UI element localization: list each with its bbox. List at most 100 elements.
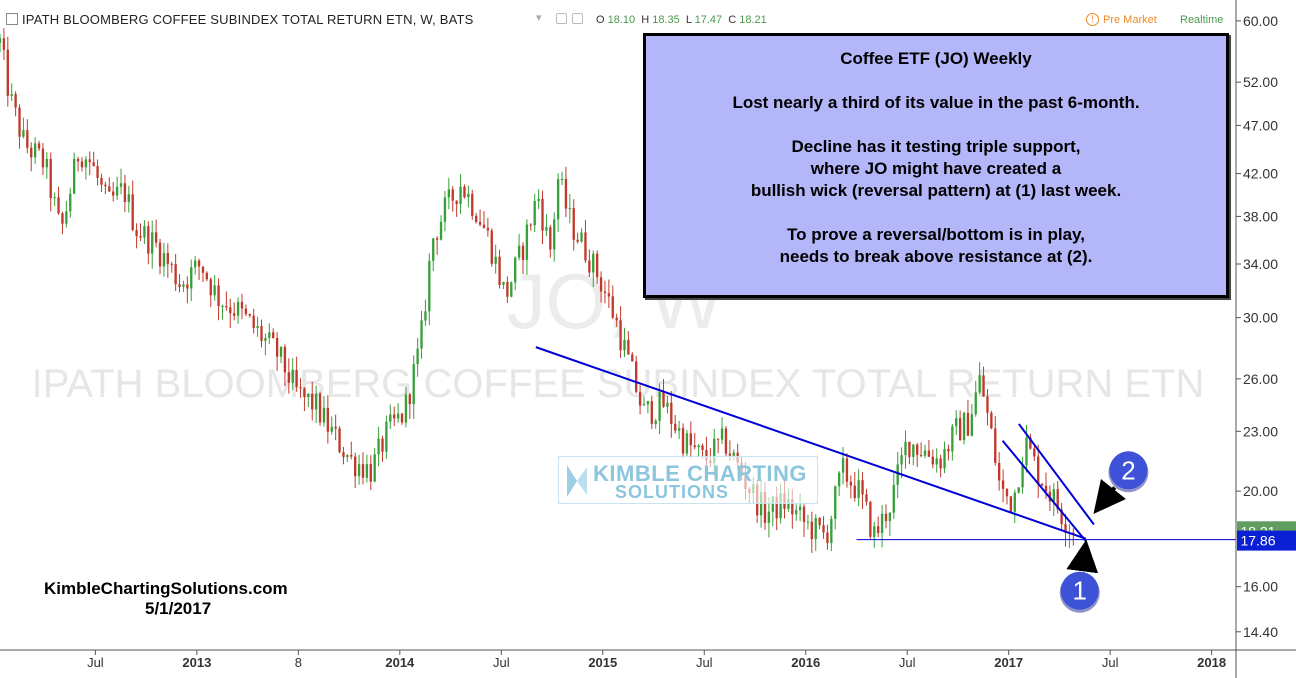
candle-body [57, 197, 60, 214]
candle-body [154, 232, 158, 243]
candle-body [986, 396, 989, 413]
candle-body [365, 463, 369, 478]
candle-body [560, 178, 564, 180]
candle-body [955, 418, 958, 427]
candle-body [958, 418, 962, 441]
candle-body [377, 438, 380, 455]
candle-body [354, 456, 357, 477]
settings-icon[interactable] [572, 13, 583, 24]
candle-body [41, 148, 45, 168]
marker-circle [1060, 571, 1099, 610]
candle-body [677, 428, 681, 431]
candle-body [865, 494, 868, 502]
candle-body [373, 454, 376, 482]
candle-body [474, 215, 478, 222]
marker-circle [1109, 451, 1148, 490]
candle-body [205, 272, 209, 280]
candle-body [982, 375, 985, 397]
trendline-short-upper [1018, 423, 1095, 526]
candle-body [471, 193, 474, 216]
candle-body [197, 260, 201, 267]
candle-body [1052, 489, 1055, 502]
candle-body [221, 305, 224, 307]
candle-body [857, 480, 860, 499]
candle-body [451, 189, 454, 201]
candle-body [49, 158, 52, 199]
candle-body [877, 526, 880, 533]
candle-body [650, 401, 653, 424]
candle-body [607, 293, 611, 297]
candle-body [966, 412, 970, 436]
candle-body [584, 232, 587, 261]
candle-body [892, 484, 895, 513]
candle-body [1044, 485, 1048, 492]
candle-body [396, 413, 400, 419]
time-tick-label: 2017 [994, 655, 1023, 670]
candle-body [112, 191, 115, 196]
candle-body [127, 194, 130, 202]
candle-body [568, 208, 572, 210]
candle-body [549, 227, 552, 250]
candle-body [720, 428, 724, 440]
time-tick-label: Jul [1102, 655, 1119, 670]
candle-body [685, 433, 689, 454]
price-tick-label: 34.00 [1243, 256, 1278, 272]
time-tick-label: Jul [87, 655, 104, 670]
chart-header: IPATH BLOOMBERG COFFEE SUBINDEX TOTAL RE… [0, 0, 1236, 40]
candle-body [970, 414, 974, 436]
candle-body [1037, 456, 1040, 484]
candle-body [428, 260, 431, 312]
candle-body [818, 518, 821, 526]
candle-body [537, 198, 540, 202]
candle-body [143, 226, 146, 238]
candle-body [420, 320, 423, 349]
candle-body [662, 392, 665, 407]
candle-body [853, 485, 856, 499]
candle-body [131, 194, 134, 230]
time-tick-label: 2014 [385, 655, 415, 670]
candle-body [666, 402, 669, 407]
candle-body [1029, 437, 1032, 449]
candle-body [400, 413, 404, 423]
candle-body [459, 186, 462, 205]
candle-body [771, 496, 774, 512]
candle-body [385, 421, 388, 452]
candle-body [26, 130, 29, 148]
candle-body [96, 166, 99, 178]
symbol-title[interactable]: IPATH BLOOMBERG COFFEE SUBINDEX TOTAL RE… [22, 12, 474, 27]
annotation-box: Coffee ETF (JO) Weekly Lost nearly a thi… [643, 33, 1229, 298]
candle-body [994, 428, 997, 463]
candle-body [681, 428, 685, 454]
candle-body [424, 311, 427, 321]
candle-body [37, 143, 41, 149]
eye-icon[interactable] [556, 13, 567, 24]
candle-body [346, 455, 349, 458]
info-icon[interactable]: ! [1086, 13, 1099, 26]
candle-body [119, 183, 123, 187]
candle-body [486, 227, 490, 231]
footer-date: 5/1/2017 [145, 599, 212, 618]
candle-body [236, 301, 240, 316]
candle-body [572, 208, 575, 240]
candle-body [467, 193, 470, 198]
candle-body [342, 452, 345, 458]
candle-body [393, 414, 396, 419]
candle-body [1009, 496, 1013, 512]
candle-body [88, 159, 91, 163]
candle-body [139, 236, 142, 238]
candle-body [1013, 492, 1016, 512]
candle-body [158, 242, 162, 267]
support-level-badge [1237, 530, 1296, 551]
candle-body [912, 444, 915, 457]
candle-body [14, 94, 17, 108]
candle-body [619, 320, 622, 351]
candle-body [283, 346, 287, 373]
candle-body [654, 420, 657, 424]
collapse-icon[interactable] [6, 13, 18, 25]
chevron-down-icon[interactable]: ▾ [536, 12, 542, 24]
candles [0, 28, 1075, 553]
candle-body [482, 224, 486, 228]
candle-body [521, 245, 525, 260]
